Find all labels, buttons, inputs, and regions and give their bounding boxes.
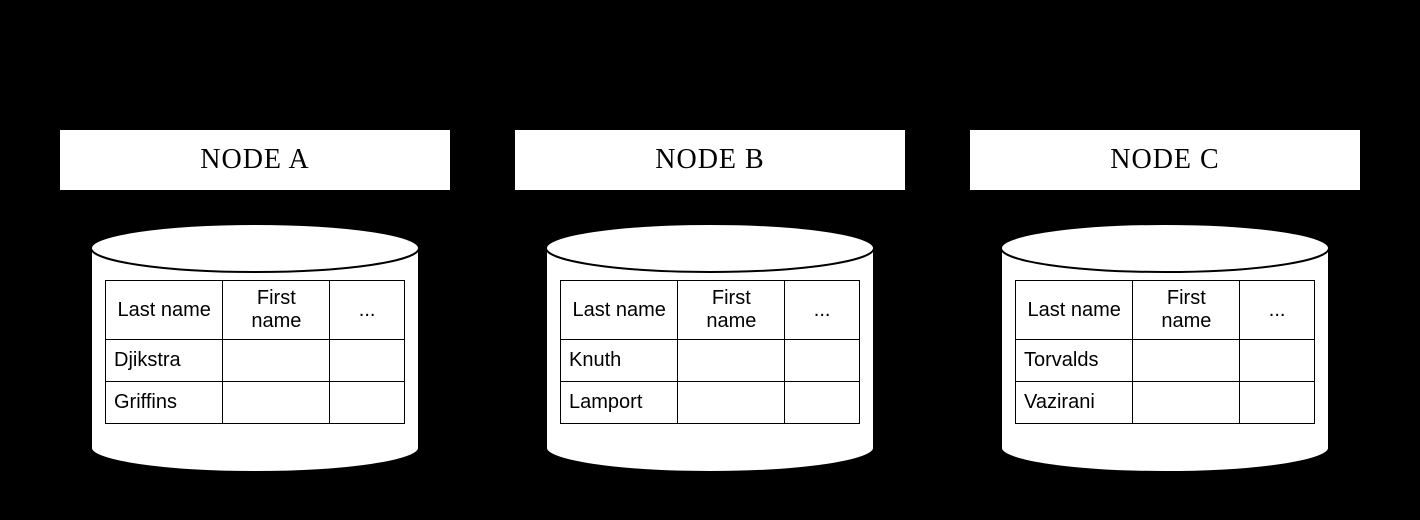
node-b-table: Last name First name ... Knuth Lamport [560, 280, 860, 424]
cell: Vazirani [1016, 382, 1133, 424]
node-c-cylinder: Last name First name ... Torvalds Vazira… [999, 222, 1331, 474]
node-c-label: NODE C [970, 130, 1360, 190]
table-row: Vazirani [1016, 382, 1315, 424]
cell [785, 382, 860, 424]
diagram-canvas: NODE A Last name First name ... Djikstra [0, 0, 1420, 520]
cell: Torvalds [1016, 340, 1133, 382]
node-c: NODE C Last name First name ... Torvalds [970, 130, 1360, 474]
table-row: Griffins [106, 382, 405, 424]
col-first-name: First name [223, 281, 330, 340]
col-first-name: First name [1133, 281, 1240, 340]
cell: Knuth [561, 340, 678, 382]
col-last-name: Last name [561, 281, 678, 340]
node-a-cylinder: Last name First name ... Djikstra Griffi… [89, 222, 421, 474]
node-b: NODE B Last name First name ... Knuth [515, 130, 905, 474]
node-c-table: Last name First name ... Torvalds Vazira… [1015, 280, 1315, 424]
col-rest: ... [1240, 281, 1315, 340]
table-header-row: Last name First name ... [1016, 281, 1315, 340]
col-rest: ... [785, 281, 860, 340]
cell [678, 382, 785, 424]
cell [223, 340, 330, 382]
node-a: NODE A Last name First name ... Djikstra [60, 130, 450, 474]
node-b-cylinder: Last name First name ... Knuth Lamport [544, 222, 876, 474]
cell [330, 340, 405, 382]
table-row: Torvalds [1016, 340, 1315, 382]
cell: Djikstra [106, 340, 223, 382]
cell: Griffins [106, 382, 223, 424]
cell [223, 382, 330, 424]
col-last-name: Last name [1016, 281, 1133, 340]
cell [785, 340, 860, 382]
cell [330, 382, 405, 424]
node-a-table: Last name First name ... Djikstra Griffi… [105, 280, 405, 424]
cell [1133, 382, 1240, 424]
node-a-label: NODE A [60, 130, 450, 190]
node-b-label: NODE B [515, 130, 905, 190]
cell [1240, 382, 1315, 424]
col-first-name: First name [678, 281, 785, 340]
cell [1240, 340, 1315, 382]
table-row: Djikstra [106, 340, 405, 382]
cell: Lamport [561, 382, 678, 424]
col-last-name: Last name [106, 281, 223, 340]
cell [678, 340, 785, 382]
table-row: Lamport [561, 382, 860, 424]
table-header-row: Last name First name ... [106, 281, 405, 340]
table-header-row: Last name First name ... [561, 281, 860, 340]
table-row: Knuth [561, 340, 860, 382]
col-rest: ... [330, 281, 405, 340]
cell [1133, 340, 1240, 382]
